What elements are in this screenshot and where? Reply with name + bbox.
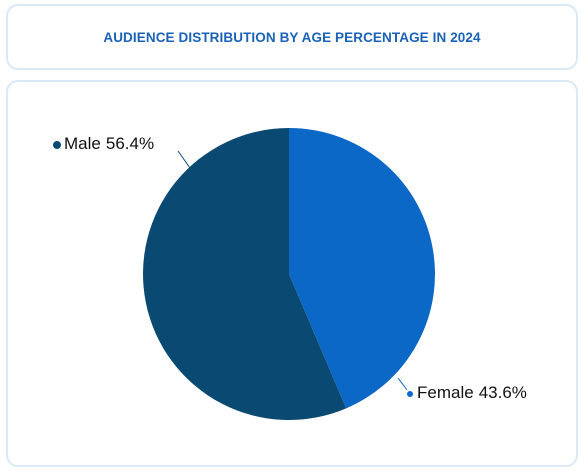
pie-slice: [289, 128, 436, 409]
slice-value: 56.4%: [106, 134, 154, 153]
label-dot: [53, 141, 61, 149]
slice-value: 43.6%: [479, 383, 527, 402]
chart-title: AUDIENCE DISTRIBUTION BY AGE PERCENTAGE …: [103, 29, 481, 45]
slice-name: Female: [417, 383, 474, 402]
title-card: AUDIENCE DISTRIBUTION BY AGE PERCENTAGE …: [6, 4, 578, 70]
slice-label: Male 56.4%: [64, 134, 154, 153]
leader-line: [397, 377, 408, 391]
leader-line: [177, 150, 191, 169]
slice-label: Female 43.6%: [417, 383, 527, 402]
label-dot: [407, 391, 413, 397]
slice-name: Male: [64, 134, 101, 153]
pie-slice: [143, 128, 347, 420]
